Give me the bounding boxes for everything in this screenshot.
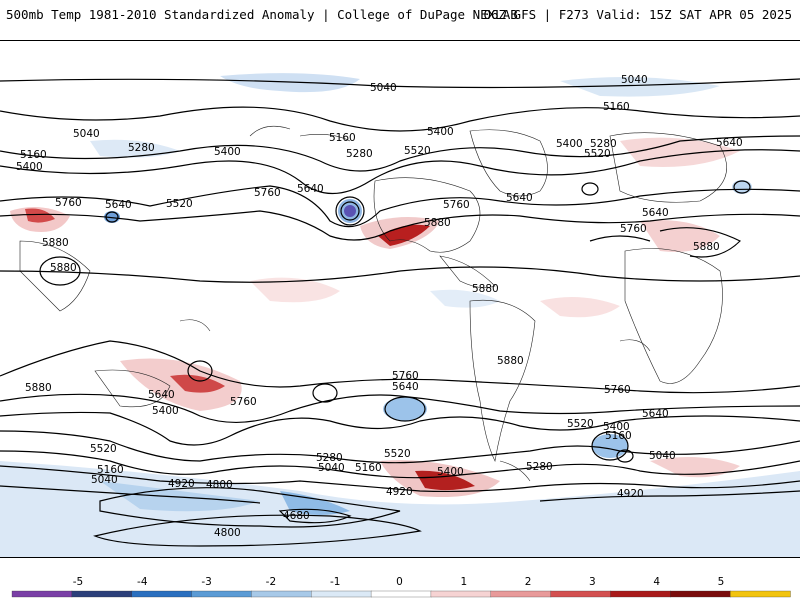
map-panel: 5040 5040 5160 5040 5160 5280 5400 5400 … [0,40,800,558]
contour-label: 5880 [25,382,52,394]
colorbar-tick-label: 4 [653,576,660,588]
contour-label: 5040 [73,128,100,140]
contour-label: 5760 [230,396,257,408]
contour-label: 5880 [50,262,77,274]
colorbar-tick-label: -4 [137,576,148,588]
contour-label: 4680 [283,510,310,522]
colorbar-tick-label: 3 [589,576,596,588]
contour-label: 5160 [355,462,382,474]
contour-label: 5400 [427,126,454,138]
colorbar-swatch [430,590,492,598]
contour-label: 5640 [642,408,669,420]
contour-label: 5400 [556,138,583,150]
contour-label: 5280 [128,142,155,154]
contour-label: 4800 [206,479,233,491]
colorbar-swatch [11,590,73,598]
contour-label: 5280 [316,452,343,464]
contour-label: 5880 [424,217,451,229]
contour-label: 5160 [20,149,47,161]
model-run-info: 06Z GFS | F273 Valid: 15Z SAT APR 05 202… [483,7,792,22]
colorbar-tick-label: 5 [718,576,725,588]
coastlines [19,125,727,482]
contour-label: 5280 [526,461,553,473]
contour-label: 5400 [152,405,179,417]
contour-label: 5040 [318,462,345,474]
anomaly-shading [0,41,800,557]
colorbar-tick-label: 0 [396,576,403,588]
contour-labels: 5040 5040 5160 5040 5160 5280 5400 5400 … [16,74,743,539]
contour-label: 5160 [329,132,356,144]
contour-label: 5640 [148,389,175,401]
contour-label: 5880 [42,237,69,249]
contour-label: 5160 [97,464,124,476]
colorbar-swatch [730,590,791,598]
contour-label: 5400 [437,466,464,478]
contour-label: 5640 [642,207,669,219]
contour-label: 5520 [584,148,611,160]
colorbar-tick-label: 2 [525,576,532,588]
contour-label: 5640 [506,192,533,204]
contour-label: 5040 [649,450,676,462]
contour-label: 4920 [617,488,644,500]
contour-label: 5760 [620,223,647,235]
colorbar-labels: -5 -4 -3 -2 -1 0 1 2 3 4 5 [73,576,725,588]
colorbar-graphic: -5 -4 -3 -2 -1 0 1 2 3 4 5 [11,576,791,598]
contour-label: 5040 [621,74,648,86]
anomaly-map: 5040 5040 5160 5040 5160 5280 5400 5400 … [0,41,800,557]
contour-label: 5760 [443,199,470,211]
contour-label: 5520 [567,418,594,430]
map-title: 500mb Temp 1981-2010 Standardized Anomal… [6,7,518,22]
colorbar-tick-label: -3 [201,576,211,588]
contour-label: 4800 [214,527,241,539]
map-header: 500mb Temp 1981-2010 Standardized Anomal… [0,0,800,30]
contour-label: 4920 [168,478,195,490]
colorbar-swatch [71,590,133,598]
colorbar-swatch [670,590,731,598]
contour-label: 4920 [386,486,413,498]
contour-label: 5640 [392,381,419,393]
contour-label: 5520 [384,448,411,460]
colorbar-swatch [610,590,671,598]
colorbar-swatch [311,590,372,598]
contour-label: 5160 [603,101,630,113]
height-contours [0,78,800,547]
contour-label: 5520 [166,198,193,210]
contour-label: 5400 [214,146,241,158]
contour-label: 5520 [90,443,117,455]
contour-label: 5400 [16,161,43,173]
contour-label: 5640 [105,199,132,211]
colorbar-tick-label: -5 [73,576,83,588]
colorbar-tick-label: 1 [460,576,467,588]
colorbar-swatch [550,590,612,598]
contour-label: 5640 [716,137,743,149]
contour-label: 5520 [404,145,431,157]
contour-label: 5280 [590,138,617,150]
contour-label: 5640 [297,183,324,195]
contour-label: 5040 [91,474,118,486]
colorbar: -5 -4 -3 -2 -1 0 1 2 3 4 5 [0,565,800,600]
colorbar-swatch [131,590,193,598]
contour-label: 5280 [346,148,373,160]
colorbar-tick-label: -2 [266,576,276,588]
colorbar-tick-label: -1 [330,576,340,588]
contour-label: 5880 [497,355,524,367]
contour-label: 5760 [55,197,82,209]
contour-label: 5760 [392,370,419,382]
colorbar-swatch [251,590,312,598]
colorbar-swatch [490,590,552,598]
contour-label: 5880 [472,283,499,295]
contour-label: 5760 [604,384,631,396]
colorbar-swatches [11,590,791,598]
colorbar-swatch [191,590,253,598]
contour-label: 5160 [605,430,632,442]
contour-label: 5880 [693,241,720,253]
contour-label: 5040 [370,82,397,94]
colorbar-swatch [370,590,432,598]
contour-label: 5760 [254,187,281,199]
contour-label: 5400 [603,421,630,433]
